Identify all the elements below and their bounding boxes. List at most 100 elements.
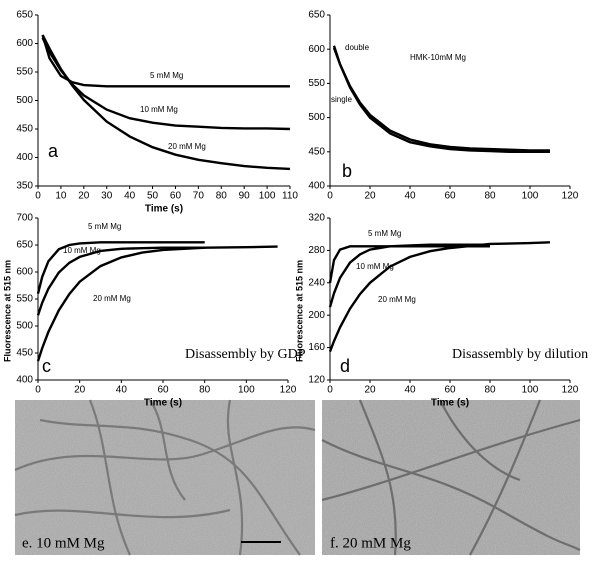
- x-tick-label: 100: [522, 191, 539, 202]
- series-label: 10 mM Mg: [140, 105, 178, 114]
- x-tick-label: 0: [327, 385, 333, 396]
- x-tick-label: 60: [157, 385, 169, 396]
- y-tick-label: 450: [16, 124, 33, 135]
- y-tick-label: 120: [308, 375, 325, 386]
- x-tick-label: 20: [78, 191, 90, 202]
- x-tick-label: 20: [364, 385, 376, 396]
- y-tick-label: 550: [16, 294, 33, 305]
- x-axis-label: Time (s): [144, 398, 182, 409]
- y-tick-label: 500: [16, 321, 33, 332]
- x-tick-label: 60: [444, 385, 456, 396]
- series-line: [36, 245, 278, 362]
- y-tick-label: 500: [308, 112, 325, 123]
- series-line: [332, 47, 550, 152]
- x-tick-label: 0: [35, 191, 41, 202]
- series-line: [328, 241, 551, 353]
- x-tick-label: 40: [404, 191, 416, 202]
- x-tick-label: 120: [280, 385, 297, 396]
- chart-panel: 400 450 500 550 600 650 700 0 20 40 60 80 100 120 Time…: [2, 213, 305, 409]
- image-label: e. 10 mM Mg: [22, 535, 105, 551]
- x-tick-label: 40: [124, 191, 136, 202]
- x-tick-label: 60: [170, 191, 182, 202]
- chart-panel: 120 160 200 240 280 320 0 20 40 60 80 100 120 Time (s…: [294, 213, 588, 409]
- y-tick-label: 650: [16, 240, 33, 251]
- y-tick-label: 600: [16, 267, 33, 278]
- axes: [37, 15, 290, 187]
- x-tick-label: 110: [282, 191, 298, 202]
- y-tick-label: 160: [308, 342, 325, 353]
- series-line: [36, 241, 205, 294]
- x-axis-label: Time (s): [431, 398, 469, 409]
- image-label: f. 20 mM Mg: [330, 535, 411, 551]
- y-tick-label: 400: [16, 375, 33, 386]
- x-tick-label: 80: [199, 385, 211, 396]
- panel-label: c: [42, 356, 51, 376]
- x-tick-label: 70: [193, 191, 205, 202]
- panel-note: HMK-10mM Mg: [410, 53, 466, 62]
- series-label: double: [345, 43, 370, 52]
- x-tick-label: 0: [327, 191, 333, 202]
- y-tick-label: 500: [16, 95, 33, 106]
- x-tick-label: 100: [259, 191, 276, 202]
- y-tick-label: 650: [308, 10, 325, 21]
- y-axis-label: Fluorescence at 515 nm: [294, 260, 304, 362]
- y-tick-label: 280: [308, 245, 325, 256]
- y-tick-label: 450: [308, 146, 325, 157]
- series-label: 20 mM Mg: [378, 295, 416, 304]
- x-tick-label: 0: [35, 385, 41, 396]
- x-tick-label: 80: [216, 191, 228, 202]
- series-line: [36, 246, 205, 316]
- axes: [329, 15, 570, 187]
- chart-panel: 400 450 500 550 600 650 0 20 40 60 80 100 120 double s…: [308, 10, 578, 202]
- y-tick-label: 550: [16, 67, 33, 78]
- series-label: 5 mM Mg: [368, 229, 401, 238]
- series-line: [41, 34, 291, 171]
- y-tick-label: 550: [308, 78, 325, 89]
- x-tick-label: 80: [484, 385, 496, 396]
- y-tick-label: 200: [308, 310, 325, 321]
- micrograph-e: e. 10 mM Mg: [14, 399, 316, 556]
- panel-label: a: [48, 141, 59, 161]
- y-tick-label: 400: [308, 181, 325, 192]
- y-tick-label: 600: [308, 44, 325, 55]
- x-tick-label: 100: [238, 385, 255, 396]
- x-tick-label: 30: [101, 191, 113, 202]
- y-tick-label: 600: [16, 38, 33, 49]
- x-tick-label: 50: [147, 191, 159, 202]
- series-label: 10 mM Mg: [356, 262, 394, 271]
- series-label: 20 mM Mg: [93, 294, 131, 303]
- x-tick-label: 40: [404, 385, 416, 396]
- series-line: [41, 34, 290, 88]
- x-axis-label: Time (s): [145, 204, 183, 215]
- series-line: [328, 243, 490, 308]
- panel-label: d: [340, 356, 350, 376]
- panel-note: Disassembly by dilution: [452, 347, 588, 362]
- x-tick-label: 80: [484, 191, 496, 202]
- series-label: 5 mM Mg: [88, 222, 121, 231]
- panel-label: b: [342, 161, 352, 181]
- x-tick-label: 20: [364, 191, 376, 202]
- x-tick-label: 20: [74, 385, 86, 396]
- y-tick-label: 350: [16, 181, 33, 192]
- x-tick-label: 90: [239, 191, 251, 202]
- x-tick-label: 10: [55, 191, 67, 202]
- series-label: 20 mM Mg: [168, 142, 206, 151]
- panel-note: Disassembly by GDP: [185, 347, 306, 362]
- chart-panel: 350 400 450 500 550 600 650 0 10 20 30 40 50 60 70 80 90…: [16, 10, 298, 215]
- y-tick-label: 320: [308, 213, 325, 224]
- x-tick-label: 40: [116, 385, 128, 396]
- y-axis-label: Fluorescence at 515 nm: [2, 260, 12, 362]
- x-tick-label: 100: [522, 385, 539, 396]
- series-label: single: [331, 95, 352, 104]
- y-tick-label: 450: [16, 348, 33, 359]
- micrograph-f: f. 20 mM Mg: [321, 399, 581, 556]
- series-line: [328, 245, 490, 284]
- x-tick-label: 120: [562, 385, 579, 396]
- x-tick-label: 60: [444, 191, 456, 202]
- y-tick-label: 700: [16, 213, 33, 224]
- y-tick-label: 650: [16, 10, 33, 21]
- y-tick-label: 240: [308, 277, 325, 288]
- series-label: 10 mM Mg: [63, 246, 101, 255]
- series-label: 5 mM Mg: [150, 71, 183, 80]
